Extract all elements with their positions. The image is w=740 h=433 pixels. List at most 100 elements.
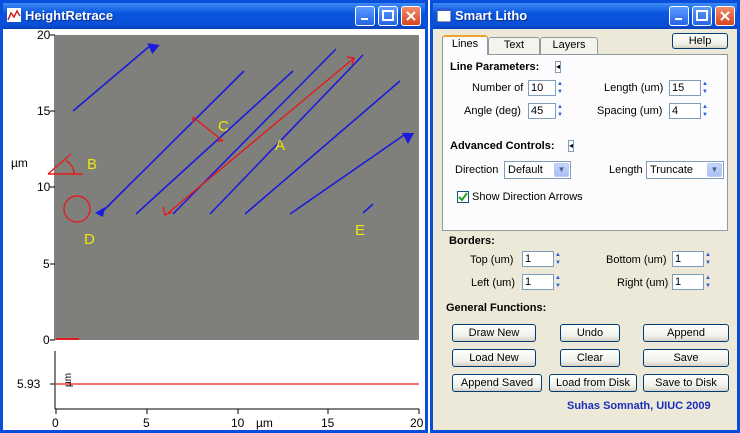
angle-input[interactable]: 45 xyxy=(528,103,556,119)
top-spinner[interactable]: ▲ ▼ xyxy=(555,252,561,266)
spacing-spinner[interactable]: ▲ ▼ xyxy=(702,104,708,118)
number-input[interactable]: 10 xyxy=(528,80,556,96)
litho-window-title: Smart Litho xyxy=(455,8,528,23)
spacing-label: Spacing (um) xyxy=(597,105,663,117)
append-saved-button[interactable]: Append Saved xyxy=(452,374,542,392)
length-mode-value: Truncate xyxy=(650,164,694,176)
plot-titlebar[interactable]: HeightRetrace xyxy=(3,3,425,29)
annotation-c: C xyxy=(218,118,229,135)
load-from-disk-button[interactable]: Load from Disk xyxy=(549,374,637,392)
spacing-input[interactable]: 4 xyxy=(669,103,701,119)
direction-label: Direction xyxy=(455,164,499,176)
annotation-b: B xyxy=(87,156,97,173)
chevron-down-icon: ▼ xyxy=(707,163,722,177)
litho-titlebar[interactable]: Smart Litho xyxy=(433,3,737,29)
length-spinner[interactable]: ▲ ▼ xyxy=(702,81,708,95)
annotation-d: D xyxy=(84,231,95,248)
advanced-toggle[interactable]: ◂ xyxy=(568,140,574,152)
x-ticks xyxy=(55,409,420,414)
x-tick-label: 5 xyxy=(143,416,150,430)
right-input[interactable]: 1 xyxy=(672,274,704,290)
close-icon xyxy=(720,11,730,21)
tab-text[interactable]: Text xyxy=(488,37,540,54)
left-input[interactable]: 1 xyxy=(522,274,554,290)
save-to-disk-button[interactable]: Save to Disk xyxy=(643,374,729,392)
arrow-head xyxy=(147,43,160,55)
length-mode-label: Length xyxy=(609,164,643,176)
bottom-label: Bottom (um) xyxy=(606,254,667,266)
maximize-button[interactable] xyxy=(378,6,398,26)
left-label: Left (um) xyxy=(471,277,516,289)
chevron-down-icon: ▼ xyxy=(554,163,569,177)
litho-client: Lines Text Layers Help Line Parameters: … xyxy=(433,29,737,430)
length-mode-select[interactable]: Truncate ▼ xyxy=(646,161,724,179)
minimize-button[interactable] xyxy=(355,6,375,26)
borders-heading: Borders: xyxy=(449,235,495,247)
plot-area: 20 15 10 5 0 µm xyxy=(3,28,425,430)
tab-lines[interactable]: Lines xyxy=(442,35,488,55)
undo-button[interactable]: Undo xyxy=(560,324,620,342)
height-image-plot[interactable]: 20 15 10 5 0 µm xyxy=(3,28,425,430)
draw-new-button[interactable]: Draw New xyxy=(452,324,536,342)
lines-tab-panel: Line Parameters: ◂ Number of 10 ▲ ▼ Lengt… xyxy=(442,54,728,231)
annotation-a: A xyxy=(275,137,285,154)
maximize-icon xyxy=(382,10,394,21)
number-spinner[interactable]: ▲ ▼ xyxy=(557,81,563,95)
tab-layers[interactable]: Layers xyxy=(540,37,598,54)
profile-value: 5.93 xyxy=(17,377,41,391)
graph-app-icon xyxy=(7,8,21,22)
bottom-input[interactable]: 1 xyxy=(672,251,704,267)
profile-unit-label: µm xyxy=(63,373,74,387)
top-label: Top (um) xyxy=(470,254,514,266)
annotation-e: E xyxy=(355,222,365,239)
x-tick-label: 0 xyxy=(52,416,59,430)
close-button[interactable] xyxy=(401,6,421,26)
angle-spinner[interactable]: ▲ ▼ xyxy=(557,104,563,118)
load-new-button[interactable]: Load New xyxy=(452,349,536,367)
angle-label: Angle (deg) xyxy=(464,105,521,117)
length-input[interactable]: 15 xyxy=(669,80,701,96)
top-input[interactable]: 1 xyxy=(522,251,554,267)
minimize-icon xyxy=(675,18,682,20)
annotation-marks xyxy=(47,56,355,223)
arrow-head xyxy=(402,133,414,144)
help-button[interactable]: Help xyxy=(672,33,728,49)
y-tick-label: 15 xyxy=(37,104,51,118)
direction-select[interactable]: Default ▼ xyxy=(504,161,571,179)
x-tick-label: 10 xyxy=(231,416,245,430)
minimize-icon xyxy=(361,18,368,20)
close-icon xyxy=(406,11,416,21)
height-retrace-window: HeightRetrace 20 15 10 5 0 µm xyxy=(0,0,428,433)
number-label: Number of xyxy=(472,82,524,94)
close-button[interactable] xyxy=(715,6,735,26)
y-tick-label: 0 xyxy=(43,333,50,347)
maximize-button[interactable] xyxy=(692,6,712,26)
collapse-toggle[interactable]: ◂ xyxy=(555,61,561,73)
minimize-button[interactable] xyxy=(669,6,689,26)
x-tick-label: 20 xyxy=(410,416,424,430)
checkmark-icon xyxy=(458,192,468,202)
x-tick-label: 15 xyxy=(321,416,335,430)
profile-strip xyxy=(56,351,419,409)
y-axis-label: µm xyxy=(11,156,28,170)
author-credit: Suhas Somnath, UIUC 2009 xyxy=(567,400,711,412)
y-tick-label: 5 xyxy=(43,257,50,271)
line-params-heading: Line Parameters: xyxy=(450,61,540,73)
save-button[interactable]: Save xyxy=(643,349,729,367)
bottom-spinner[interactable]: ▲ ▼ xyxy=(705,252,711,266)
maximize-icon xyxy=(696,10,708,21)
direction-value: Default xyxy=(508,164,543,176)
image-background xyxy=(56,35,419,340)
left-spinner[interactable]: ▲ ▼ xyxy=(555,275,561,289)
y-ticks xyxy=(50,34,55,341)
right-spinner[interactable]: ▲ ▼ xyxy=(705,275,711,289)
smart-litho-window: Smart Litho Lines Text Layers Help Line … xyxy=(430,0,740,433)
general-heading: General Functions: xyxy=(446,302,547,314)
append-button[interactable]: Append xyxy=(643,324,729,342)
right-label: Right (um) xyxy=(617,277,669,289)
plot-window-title: HeightRetrace xyxy=(25,8,114,23)
x-axis-label: µm xyxy=(256,416,273,430)
clear-button[interactable]: Clear xyxy=(560,349,620,367)
advanced-heading: Advanced Controls: xyxy=(450,140,555,152)
show-arrows-checkbox[interactable] xyxy=(457,191,469,203)
